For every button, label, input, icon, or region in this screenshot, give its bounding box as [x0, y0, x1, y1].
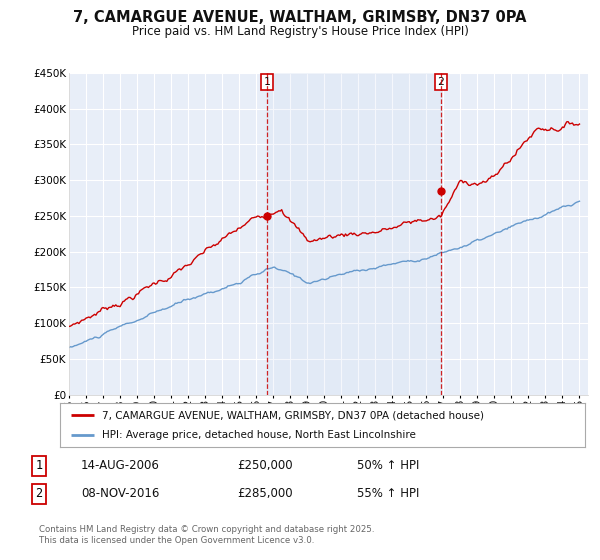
- Text: 08-NOV-2016: 08-NOV-2016: [81, 487, 160, 501]
- Text: 55% ↑ HPI: 55% ↑ HPI: [357, 487, 419, 501]
- Text: 2: 2: [35, 487, 43, 501]
- Text: 1: 1: [263, 77, 270, 87]
- Text: £285,000: £285,000: [237, 487, 293, 501]
- Text: 7, CAMARGUE AVENUE, WALTHAM, GRIMSBY, DN37 0PA (detached house): 7, CAMARGUE AVENUE, WALTHAM, GRIMSBY, DN…: [102, 410, 484, 421]
- Text: 14-AUG-2006: 14-AUG-2006: [81, 459, 160, 473]
- Text: Price paid vs. HM Land Registry's House Price Index (HPI): Price paid vs. HM Land Registry's House …: [131, 25, 469, 38]
- Text: 50% ↑ HPI: 50% ↑ HPI: [357, 459, 419, 473]
- Text: 2: 2: [437, 77, 445, 87]
- Text: 7, CAMARGUE AVENUE, WALTHAM, GRIMSBY, DN37 0PA: 7, CAMARGUE AVENUE, WALTHAM, GRIMSBY, DN…: [73, 10, 527, 25]
- Text: Contains HM Land Registry data © Crown copyright and database right 2025.
This d: Contains HM Land Registry data © Crown c…: [39, 525, 374, 545]
- Bar: [267, 73, 441, 395]
- Text: £250,000: £250,000: [237, 459, 293, 473]
- Text: HPI: Average price, detached house, North East Lincolnshire: HPI: Average price, detached house, Nort…: [102, 430, 416, 440]
- Text: 1: 1: [35, 459, 43, 473]
